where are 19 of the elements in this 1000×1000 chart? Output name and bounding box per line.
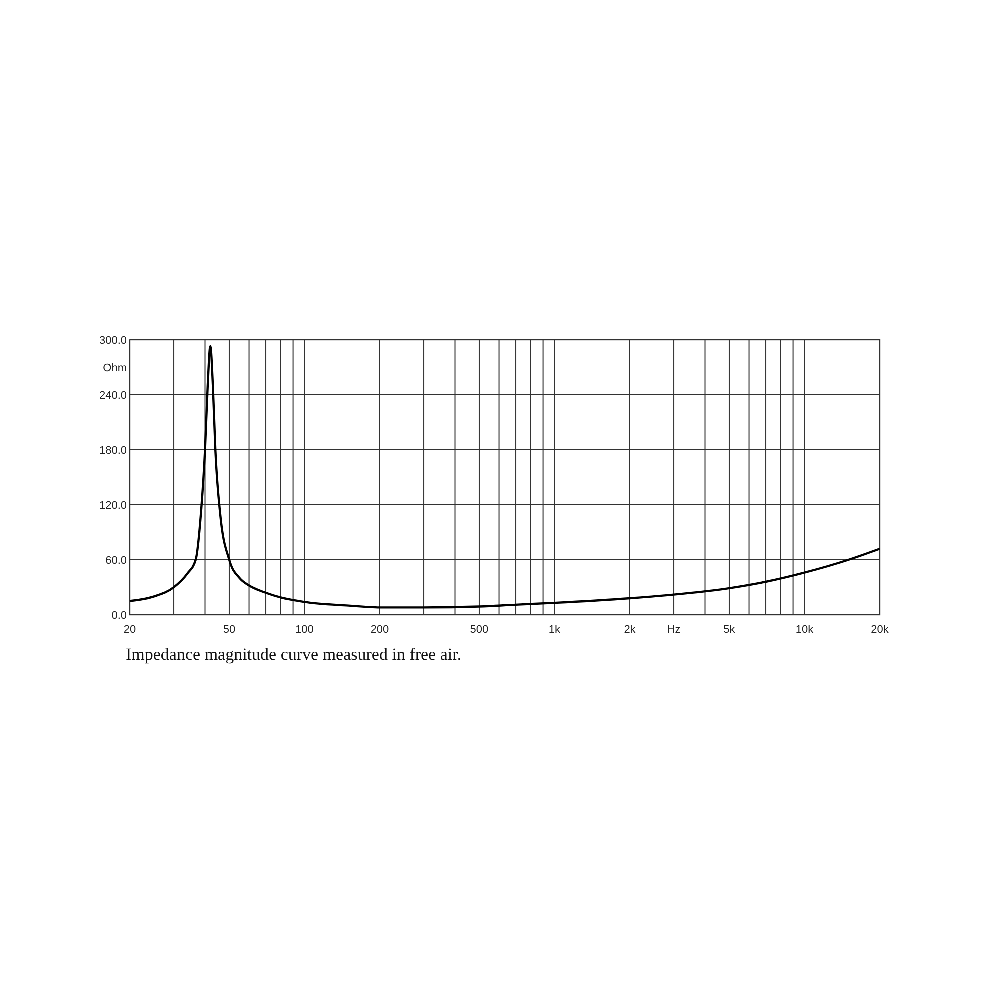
y-tick-label: 240.0 (99, 390, 127, 402)
x-tick-label: 5k (724, 624, 736, 636)
x-tick-label: 1k (548, 624, 562, 636)
y-tick-label: 300.0 (99, 335, 127, 347)
y-tick-label: 180.0 (99, 445, 127, 457)
y-tick-label: 120.0 (99, 500, 127, 512)
x-tick-label: 20 (124, 624, 136, 636)
y-tick-label: 60.0 (106, 555, 127, 567)
x-tick-label: 500 (470, 624, 489, 636)
x-tick-label: 200 (370, 624, 390, 636)
x-tick-label: Hz (667, 624, 681, 636)
text: Impedance magnitude curve measured in free air. (126, 645, 462, 664)
x-tick-label: 50 (223, 624, 236, 636)
x-tick-label: 20k (871, 624, 890, 636)
y-tick-label: 0.0 (112, 610, 127, 622)
x-tick-label: 100 (296, 624, 314, 636)
x-tick-label: 2k (624, 624, 636, 636)
x-tick-label: 10k (796, 624, 814, 636)
y-axis-title: Ohm (103, 362, 127, 374)
